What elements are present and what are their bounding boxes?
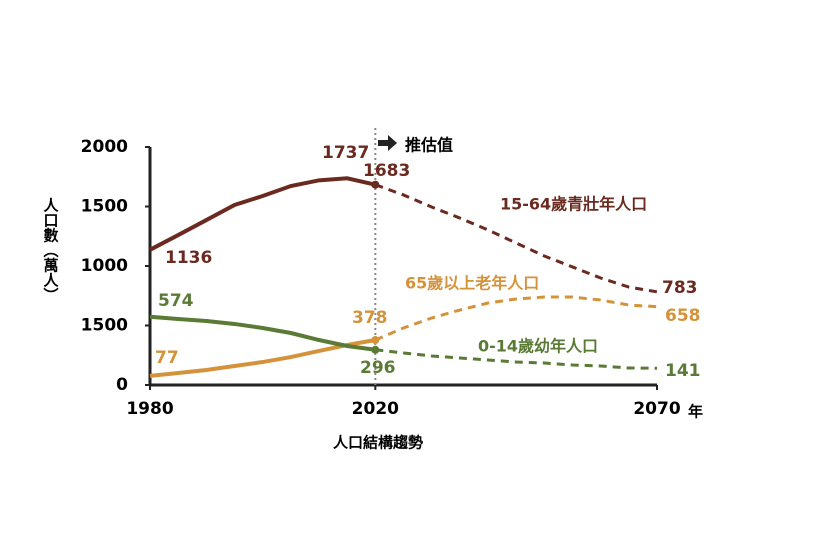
series-label: 15-64歲青壯年人口: [500, 195, 647, 214]
projection-label: 推估值: [405, 136, 453, 155]
line-projected: [375, 348, 658, 370]
data-label: 378: [352, 308, 388, 328]
data-label: 77: [155, 348, 179, 368]
y-tick-label: 1500: [81, 197, 128, 217]
x-unit: 年: [688, 403, 703, 421]
y-tick-label: 0: [116, 375, 128, 395]
x-tick-label: 2070: [633, 399, 680, 419]
x-tick-label: 2020: [352, 399, 399, 419]
line-observed: [149, 338, 376, 378]
y-tick-label: 1000: [81, 256, 128, 276]
data-label: 1136: [165, 248, 212, 268]
data-label: 1683: [363, 161, 410, 181]
point-marker: [371, 180, 380, 189]
line-observed: [149, 314, 376, 352]
data-label: 141: [665, 361, 701, 381]
series-label: 0-14歲幼年人口: [478, 337, 598, 356]
y-tick-label: 2000: [81, 137, 128, 157]
y-tick-label: 1500: [81, 316, 128, 336]
x-axis-label: 人口結構趨勢: [333, 434, 423, 452]
series-label: 65歲以上老年人口: [405, 274, 539, 293]
data-label: 1737: [322, 143, 369, 163]
line-observed: [149, 176, 376, 252]
arrow-icon: [378, 135, 397, 151]
point-marker: [371, 345, 380, 354]
line-projected: [374, 183, 658, 294]
data-label: 658: [665, 306, 701, 326]
data-label: 296: [360, 358, 396, 378]
line-projected: [374, 295, 658, 342]
data-label: 574: [158, 291, 194, 311]
x-tick-label: 1980: [126, 399, 173, 419]
point-marker: [371, 336, 380, 345]
y-axis-label: 人口數（萬人）: [42, 198, 60, 303]
data-label: 783: [662, 278, 698, 298]
